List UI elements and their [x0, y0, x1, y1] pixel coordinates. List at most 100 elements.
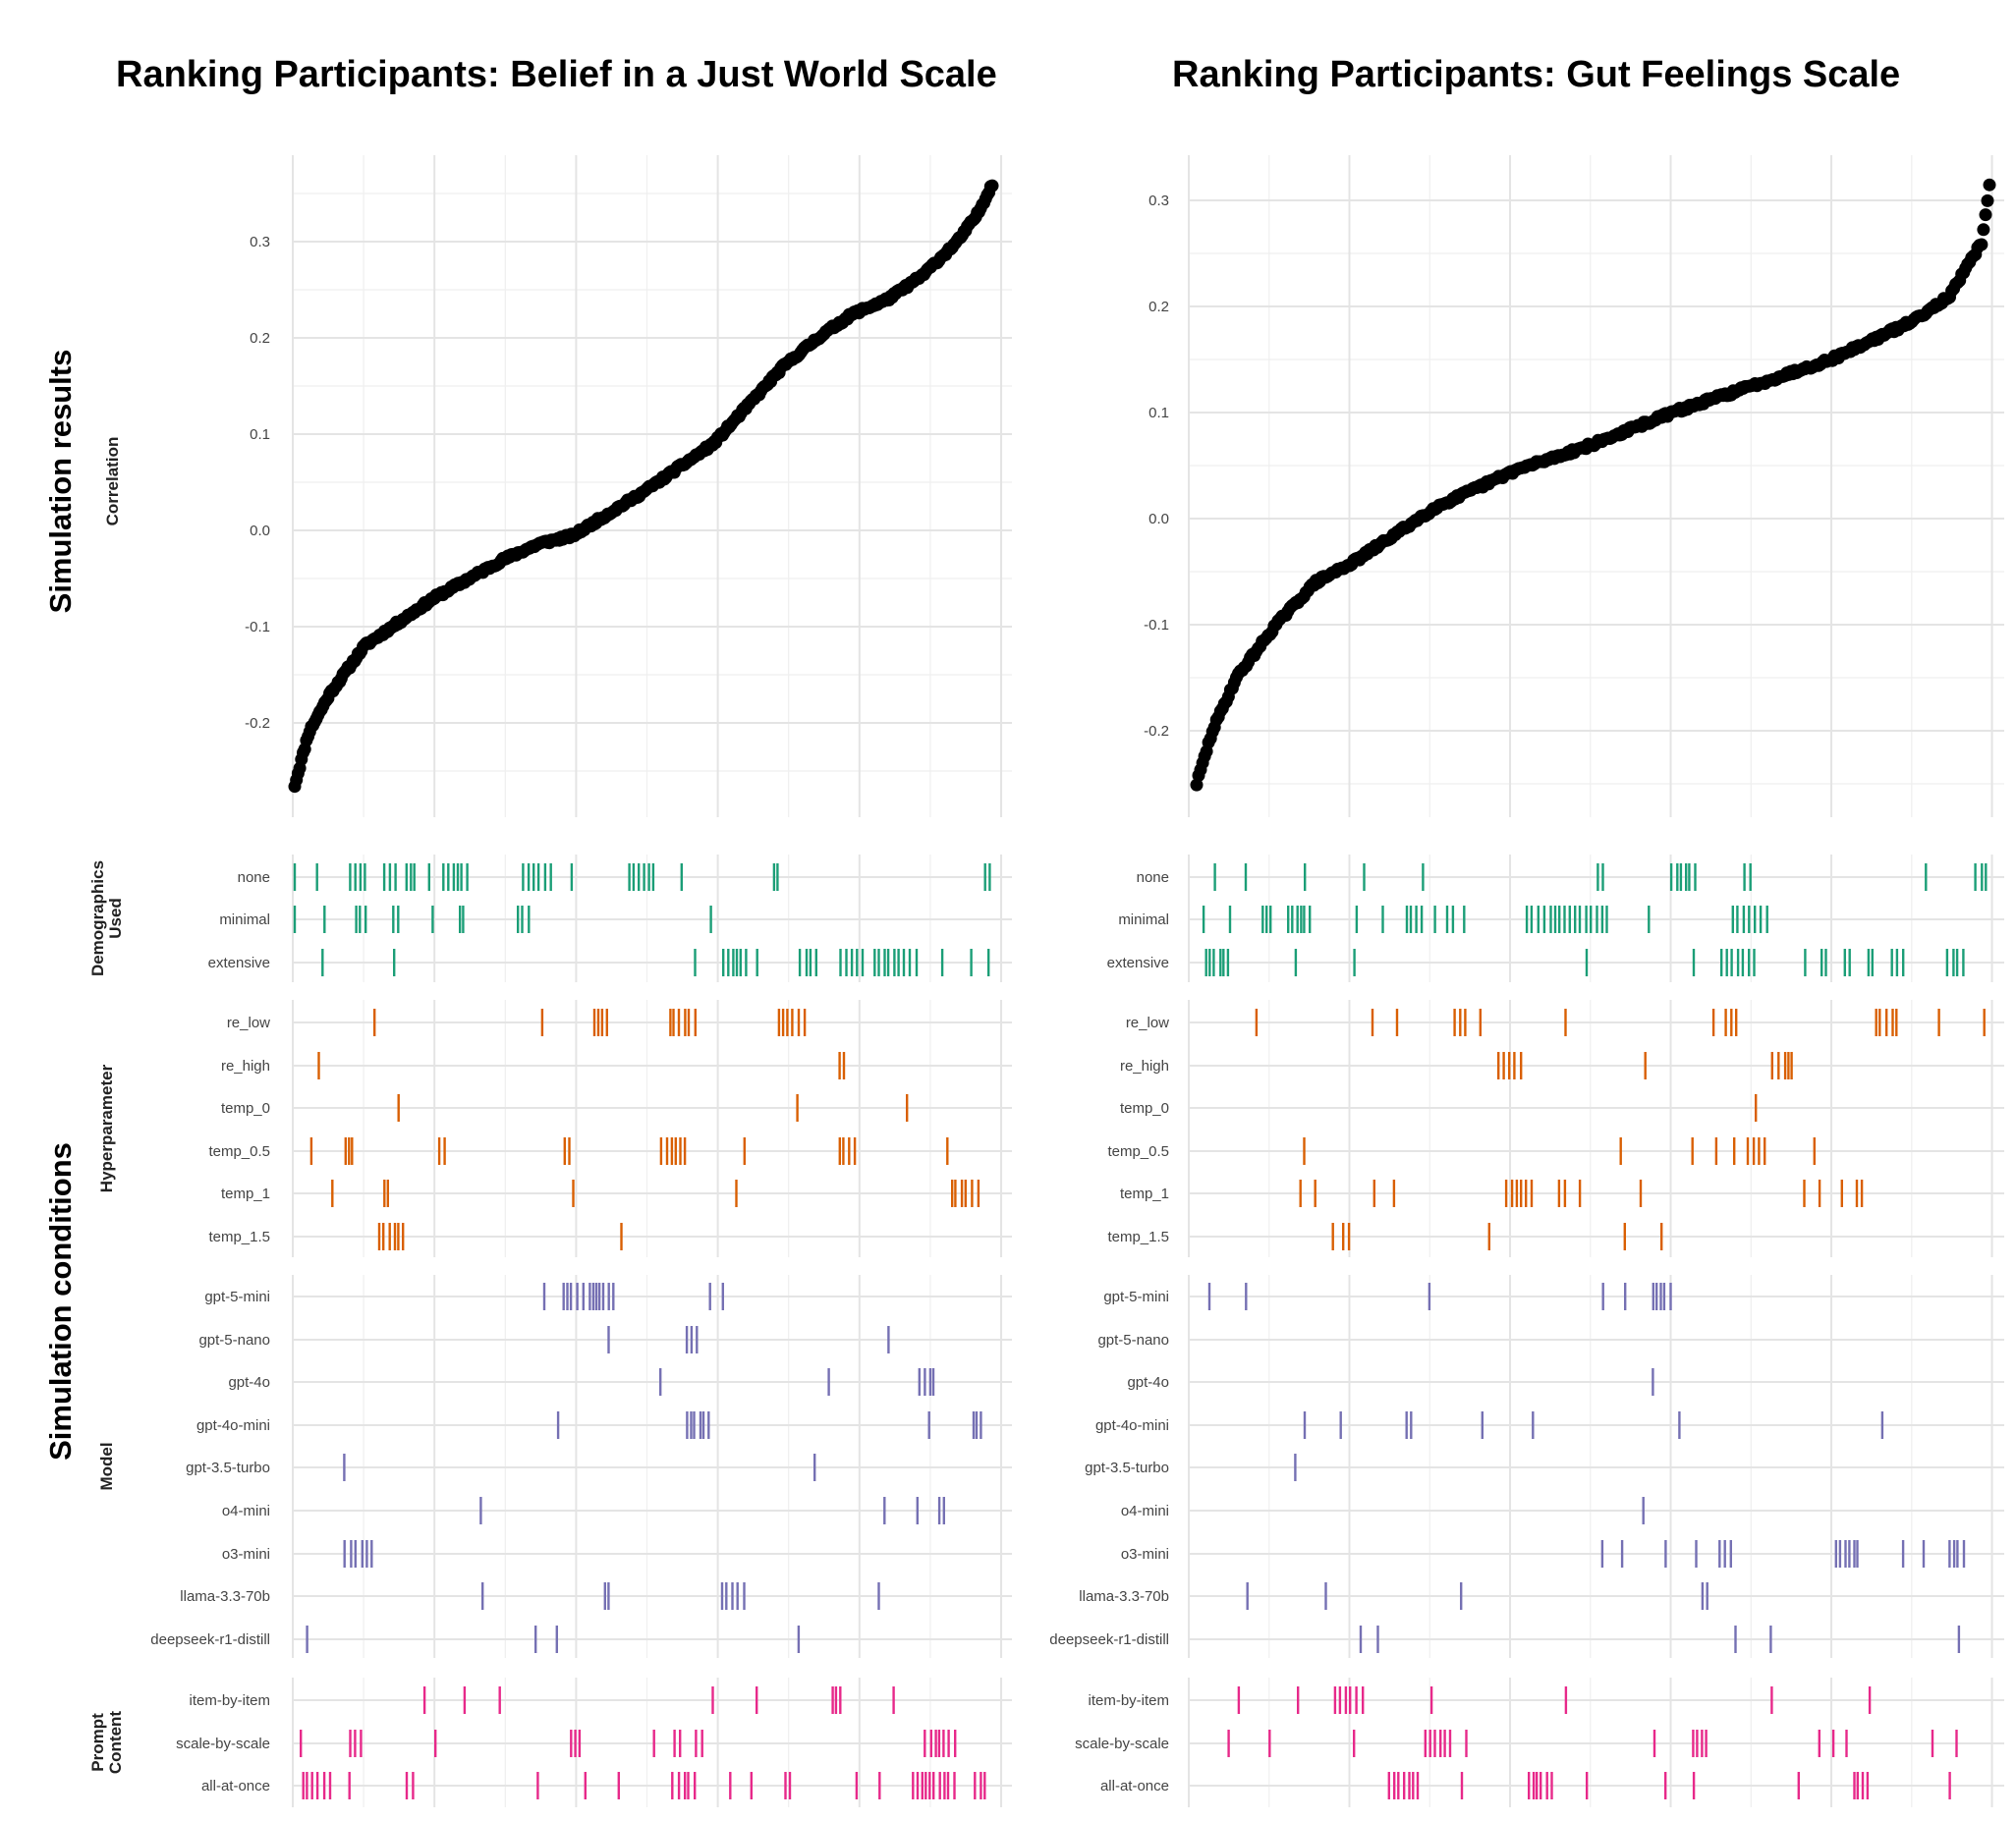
condition-row-label: all-at-once [201, 1778, 270, 1794]
facet-label-model: Model [97, 1442, 116, 1490]
condition-row-label: temp_0 [1120, 1100, 1169, 1117]
condition-row-label: temp_1 [1120, 1186, 1169, 1202]
left-chart-title: Ranking Participants: Belief in a Just W… [116, 54, 997, 95]
facet-label-prompt-content: Content [106, 1711, 125, 1775]
condition-ticks-minimal [293, 906, 712, 933]
condition-ticks-all-at-once [302, 1772, 986, 1799]
facet-label-demographics-used: Used [106, 898, 125, 939]
data-point [1983, 178, 1996, 192]
condition-ticks-deepseek-r1-distill [306, 1626, 801, 1653]
left-condition-rug-plot: none minimal extensive re_low re_high temp_0t… [150, 855, 1012, 1807]
condition-row-label: gpt-3.5-turbo [1085, 1460, 1169, 1476]
right-scatter-y-ticks: 0.3 0.2 0.1 0.0 -0.1 -0.2 [1144, 193, 1169, 740]
condition-row-label: minimal [1118, 911, 1169, 928]
y-tick-label: 0.3 [250, 234, 270, 250]
condition-ticks-gpt-4o-mini [1303, 1411, 1884, 1439]
left-scatter-y-ticks: 0.3 0.2 0.1 0.0 -0.1 -0.2 [245, 234, 270, 732]
condition-ticks-temp_0.5 [309, 1137, 949, 1165]
condition-ticks-none [1213, 863, 1988, 891]
condition-row-label: extensive [208, 955, 270, 971]
condition-ticks-gpt-5-nano [607, 1326, 890, 1353]
data-point [1979, 208, 1992, 222]
condition-ticks-llama-3.3-70b [481, 1582, 880, 1610]
right-chart-title: Ranking Participants: Gut Feelings Scale [1172, 54, 1900, 95]
condition-row-label: deepseek-r1-distill [1049, 1631, 1169, 1648]
right-scatter-points [1190, 178, 1996, 792]
data-point [1975, 238, 1988, 251]
condition-row-label: re_high [1120, 1058, 1169, 1075]
condition-row-label: all-at-once [1100, 1778, 1169, 1794]
condition-row-label: temp_0 [221, 1100, 270, 1117]
simulation-results-label: Simulation results [43, 350, 78, 614]
condition-row-label: o3-mini [1121, 1546, 1169, 1563]
condition-row-label: re_high [221, 1058, 270, 1075]
y-axis-label-correlation: Correlation [103, 437, 122, 526]
condition-ticks-o4-mini [479, 1497, 945, 1524]
condition-ticks-gpt-3.5-turbo [343, 1454, 816, 1481]
condition-ticks-scale-by-scale [300, 1730, 957, 1757]
condition-ticks-temp_1.5 [1331, 1223, 1663, 1250]
condition-ticks-temp_1 [331, 1180, 980, 1207]
condition-row-label: extensive [1107, 955, 1169, 971]
facet-label-prompt-content: Prompt [88, 1713, 107, 1772]
data-point [1981, 193, 1994, 207]
right-scatter-grid [1188, 155, 2004, 817]
condition-row-label: temp_0.5 [208, 1143, 270, 1160]
condition-row-label: temp_0.5 [1107, 1143, 1169, 1160]
condition-row-label: gpt-4o-mini [196, 1417, 270, 1434]
condition-row-label: o4-mini [222, 1503, 270, 1519]
condition-ticks-o3-mini [1600, 1540, 1966, 1568]
condition-ticks-gpt-4o-mini [556, 1411, 982, 1439]
y-tick-label: 0.2 [250, 330, 270, 347]
condition-row-label: scale-by-scale [1075, 1736, 1169, 1752]
condition-row-label: temp_1 [221, 1186, 270, 1202]
condition-ticks-minimal [1202, 906, 1768, 933]
condition-ticks-re_low [1255, 1009, 1986, 1036]
y-tick-label: -0.1 [245, 619, 270, 635]
y-tick-label: -0.2 [245, 715, 270, 732]
condition-row-label: gpt-5-mini [1103, 1289, 1169, 1305]
condition-ticks-temp_0 [397, 1094, 909, 1122]
condition-ticks-item-by-item [1237, 1686, 1872, 1714]
condition-row-label: none [238, 869, 270, 886]
condition-ticks-re_high [317, 1052, 846, 1079]
condition-row-label: gpt-4o [1127, 1374, 1169, 1391]
condition-row-label: gpt-5-nano [198, 1332, 270, 1349]
condition-ticks-llama-3.3-70b [1246, 1582, 1708, 1610]
condition-row-label: gpt-5-mini [204, 1289, 270, 1305]
condition-row-label: gpt-5-nano [1097, 1332, 1169, 1349]
condition-row-label: temp_1.5 [1107, 1229, 1169, 1245]
condition-row-label: llama-3.3-70b [180, 1588, 270, 1605]
condition-ticks-gpt-4o [659, 1368, 935, 1396]
condition-row-label: gpt-3.5-turbo [186, 1460, 270, 1476]
condition-row-label: o3-mini [222, 1546, 270, 1563]
y-tick-label: 0.2 [1148, 299, 1169, 315]
simulation-conditions-label: Simulation conditions [43, 1142, 78, 1461]
condition-row-label: re_low [1126, 1015, 1169, 1031]
condition-ticks-re_high [1496, 1052, 1793, 1079]
condition-row-label: scale-by-scale [176, 1736, 270, 1752]
condition-row-label: minimal [219, 911, 270, 928]
condition-row-label: re_low [227, 1015, 270, 1031]
condition-row-label: gpt-4o [228, 1374, 270, 1391]
facet-label-hyperparameter: Hyperparameter [97, 1064, 116, 1192]
condition-row-label: temp_1.5 [208, 1229, 270, 1245]
condition-ticks-extensive [1204, 949, 1965, 976]
y-tick-label: 0.1 [250, 426, 270, 443]
y-tick-label: -0.1 [1144, 617, 1169, 634]
condition-ticks-none [293, 863, 991, 891]
condition-ticks-deepseek-r1-distill [1359, 1626, 1961, 1653]
condition-ticks-item-by-item [422, 1686, 895, 1714]
condition-ticks-temp_1 [1299, 1180, 1864, 1207]
condition-row-label: item-by-item [1088, 1692, 1169, 1709]
condition-ticks-temp_1.5 [377, 1223, 623, 1250]
condition-row-label: o4-mini [1121, 1503, 1169, 1519]
condition-ticks-re_low [373, 1009, 807, 1036]
left-scatter-points [288, 179, 999, 794]
y-tick-label: 0.0 [1148, 511, 1169, 527]
condition-ticks-all-at-once [1387, 1772, 1951, 1799]
condition-facet-labels: Demographics Used Hyperparameter Model Promp… [88, 860, 125, 1774]
condition-ticks-temp_0.5 [1303, 1137, 1817, 1165]
y-tick-label: 0.1 [1148, 405, 1169, 421]
